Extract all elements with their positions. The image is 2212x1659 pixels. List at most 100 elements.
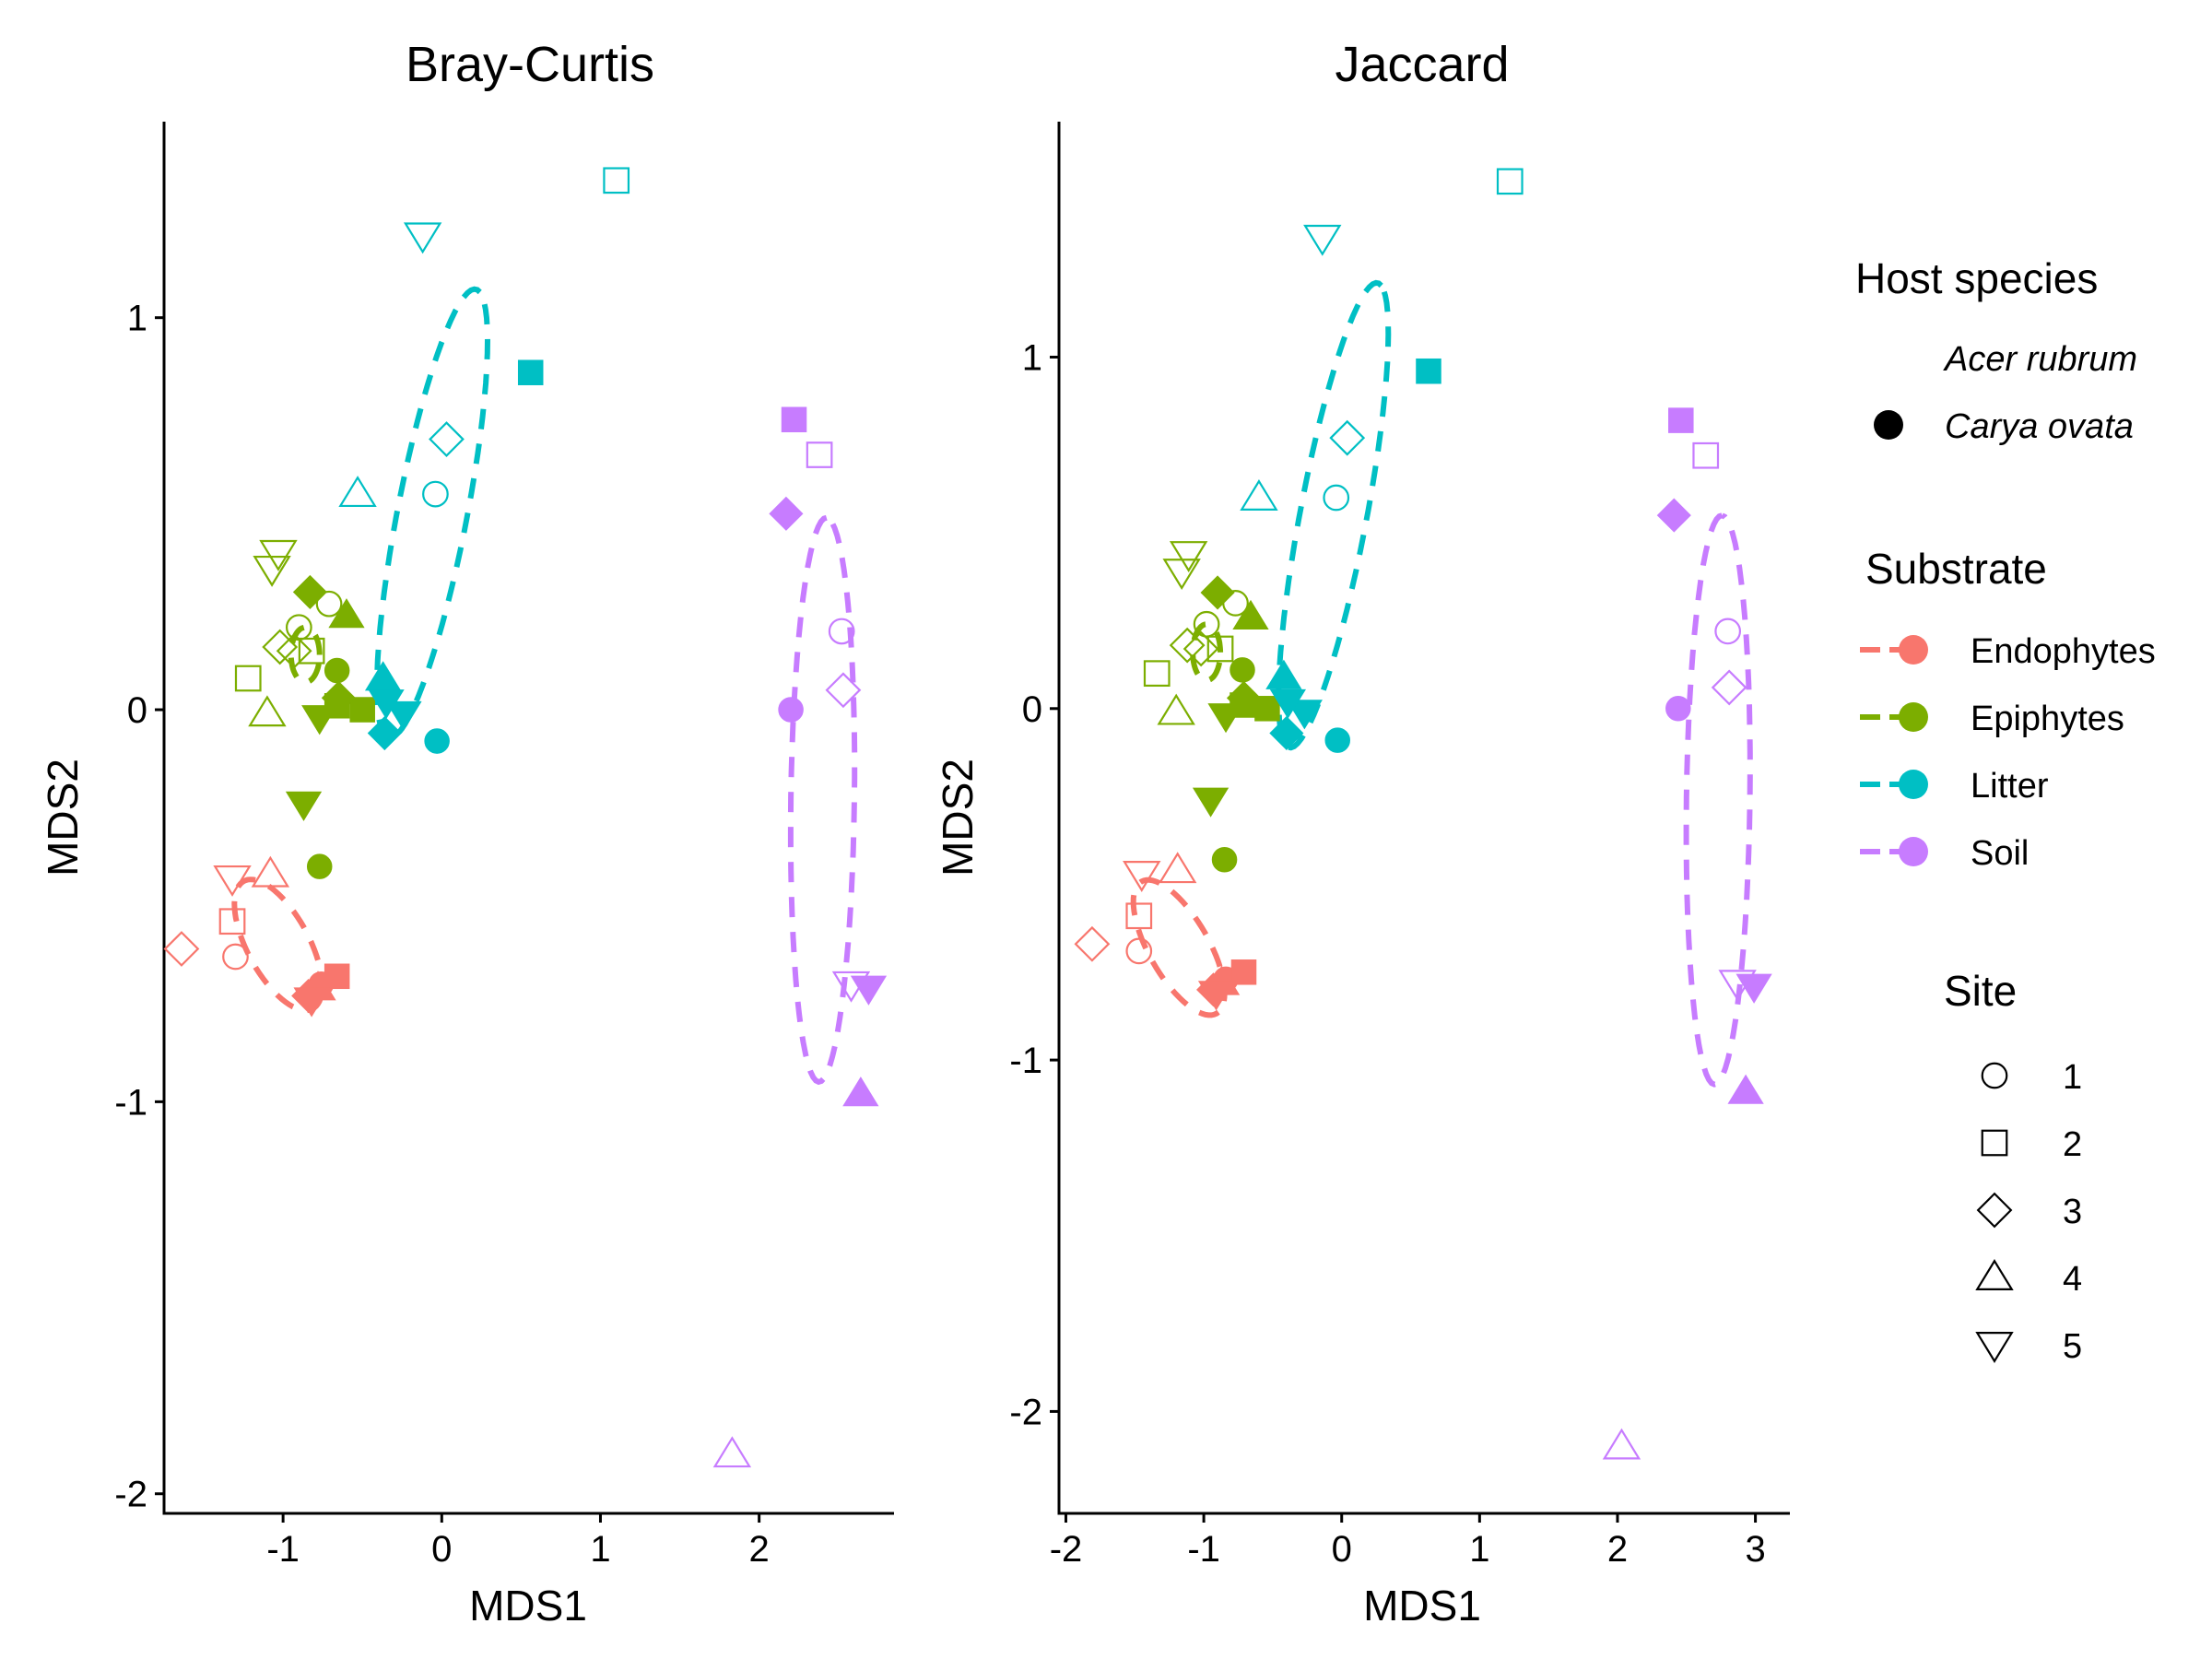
- data-point: [1269, 715, 1304, 751]
- ellipse-soil: [787, 514, 858, 1086]
- legend-key-dot: [1899, 702, 1928, 732]
- site-legend: Site 1 2 3 4 5: [1944, 967, 2082, 1366]
- data-point: [276, 632, 312, 669]
- data-point: [324, 657, 350, 684]
- y-tick-label: 0: [127, 690, 147, 731]
- data-point: [429, 421, 465, 457]
- x-tick-label: 0: [1332, 1529, 1352, 1570]
- data-point: [1125, 937, 1153, 965]
- data-point: [1207, 703, 1244, 734]
- data-point: [248, 695, 287, 727]
- data-point: [163, 931, 200, 967]
- data-point: [1711, 669, 1747, 706]
- data-point: [1169, 541, 1208, 572]
- legend: Host species Acer rubrum Carya ovata Sub…: [1855, 254, 2156, 1366]
- ellipse-epiphytes: [288, 624, 323, 686]
- ellipse-layer: [231, 286, 858, 1086]
- data-point: [1074, 925, 1111, 962]
- substrate-legend-label: Soil: [1971, 834, 2029, 873]
- panel-title: Bray-Curtis: [406, 37, 654, 92]
- diamond-icon: [1976, 1192, 2013, 1229]
- data-point: [778, 697, 804, 723]
- data-point: [1714, 618, 1742, 645]
- jaccard-panel: Jaccard MDS1 MDS2 -2 -1 0 1 2 3 -2 -1 0 1: [934, 37, 1790, 1630]
- y-tick-label: -2: [114, 1475, 147, 1515]
- data-point: [517, 359, 544, 385]
- y-tick-label: 1: [1022, 337, 1042, 378]
- data-point: [306, 853, 333, 879]
- data-point: [315, 590, 343, 618]
- data-point: [1668, 407, 1694, 433]
- x-axis-title: MDS1: [1363, 1582, 1481, 1630]
- data-point: [1496, 168, 1524, 195]
- data-point: [328, 598, 365, 629]
- x-tick-label: 2: [749, 1529, 770, 1570]
- host-legend-label: Carya ovata: [1945, 407, 2134, 446]
- data-point: [1193, 610, 1220, 638]
- data-point: [1192, 787, 1230, 818]
- data-point: [324, 963, 350, 990]
- y-tick-label: -1: [114, 1082, 147, 1123]
- data-point: [1226, 680, 1262, 715]
- data-point: [293, 987, 330, 1018]
- ellipse-epiphytes: [1190, 621, 1224, 684]
- data-point: [234, 665, 262, 692]
- tick-layer: -2 -1 0 1 2 3 -2 -1 0 1: [1009, 337, 1765, 1570]
- data-point: [321, 680, 356, 715]
- data-point: [385, 700, 422, 732]
- legend-key-dot: [1899, 770, 1928, 799]
- data-point: [1324, 727, 1350, 753]
- data-point: [1265, 659, 1302, 689]
- y-tick-label: -1: [1009, 1041, 1042, 1081]
- y-tick-label: -2: [1009, 1392, 1042, 1432]
- point-layer: [163, 167, 888, 1468]
- data-point: [1329, 419, 1366, 456]
- substrate-legend-title: Substrate: [1865, 545, 2047, 593]
- data-point: [1286, 700, 1323, 730]
- data-point: [259, 539, 298, 571]
- data-point: [1692, 441, 1720, 469]
- site-legend-label: 1: [2063, 1058, 2082, 1097]
- data-point: [1158, 852, 1197, 884]
- site-legend-label: 4: [2063, 1260, 2082, 1299]
- point-layer: [1074, 168, 1772, 1460]
- data-point: [1230, 959, 1257, 985]
- data-point: [262, 629, 299, 665]
- data-point: [424, 728, 450, 754]
- data-point: [222, 943, 249, 971]
- data-point: [806, 441, 833, 468]
- host-species-legend: Host species Acer rubrum Carya ovata: [1855, 254, 2137, 446]
- ellipse-litter: [373, 286, 491, 742]
- data-point: [1416, 358, 1441, 384]
- circle-icon: [1981, 1062, 2008, 1089]
- x-tick-label: 1: [1469, 1529, 1489, 1570]
- legend-key-dot: [1899, 837, 1928, 866]
- data-point: [301, 705, 338, 735]
- data-point: [1240, 479, 1278, 511]
- data-point: [298, 637, 325, 665]
- x-axis-title: MDS1: [469, 1582, 587, 1630]
- site-legend-title: Site: [1944, 967, 2017, 1015]
- data-point: [1727, 1074, 1764, 1104]
- data-point: [825, 672, 862, 709]
- data-point: [368, 689, 405, 720]
- tick-layer: -1 0 1 2 -2 -1 0 1: [114, 299, 769, 1570]
- data-point: [1254, 696, 1280, 722]
- data-point: [603, 167, 630, 194]
- data-point: [769, 496, 804, 531]
- data-point: [1206, 635, 1234, 663]
- legend-key-dot: [1899, 635, 1928, 665]
- data-point: [1269, 688, 1307, 719]
- host-legend-title: Host species: [1855, 254, 2098, 302]
- data-point: [1211, 846, 1238, 873]
- data-point: [285, 791, 323, 821]
- host-legend-label: Acer rubrum: [1943, 340, 2137, 379]
- site-legend-label: 5: [2063, 1327, 2082, 1366]
- data-point: [712, 1436, 752, 1468]
- substrate-legend-label: Endophytes: [1971, 632, 2156, 671]
- x-tick-label: 3: [1745, 1529, 1765, 1570]
- y-tick-label: 1: [127, 299, 147, 339]
- data-point: [1162, 559, 1201, 591]
- data-point: [218, 908, 246, 935]
